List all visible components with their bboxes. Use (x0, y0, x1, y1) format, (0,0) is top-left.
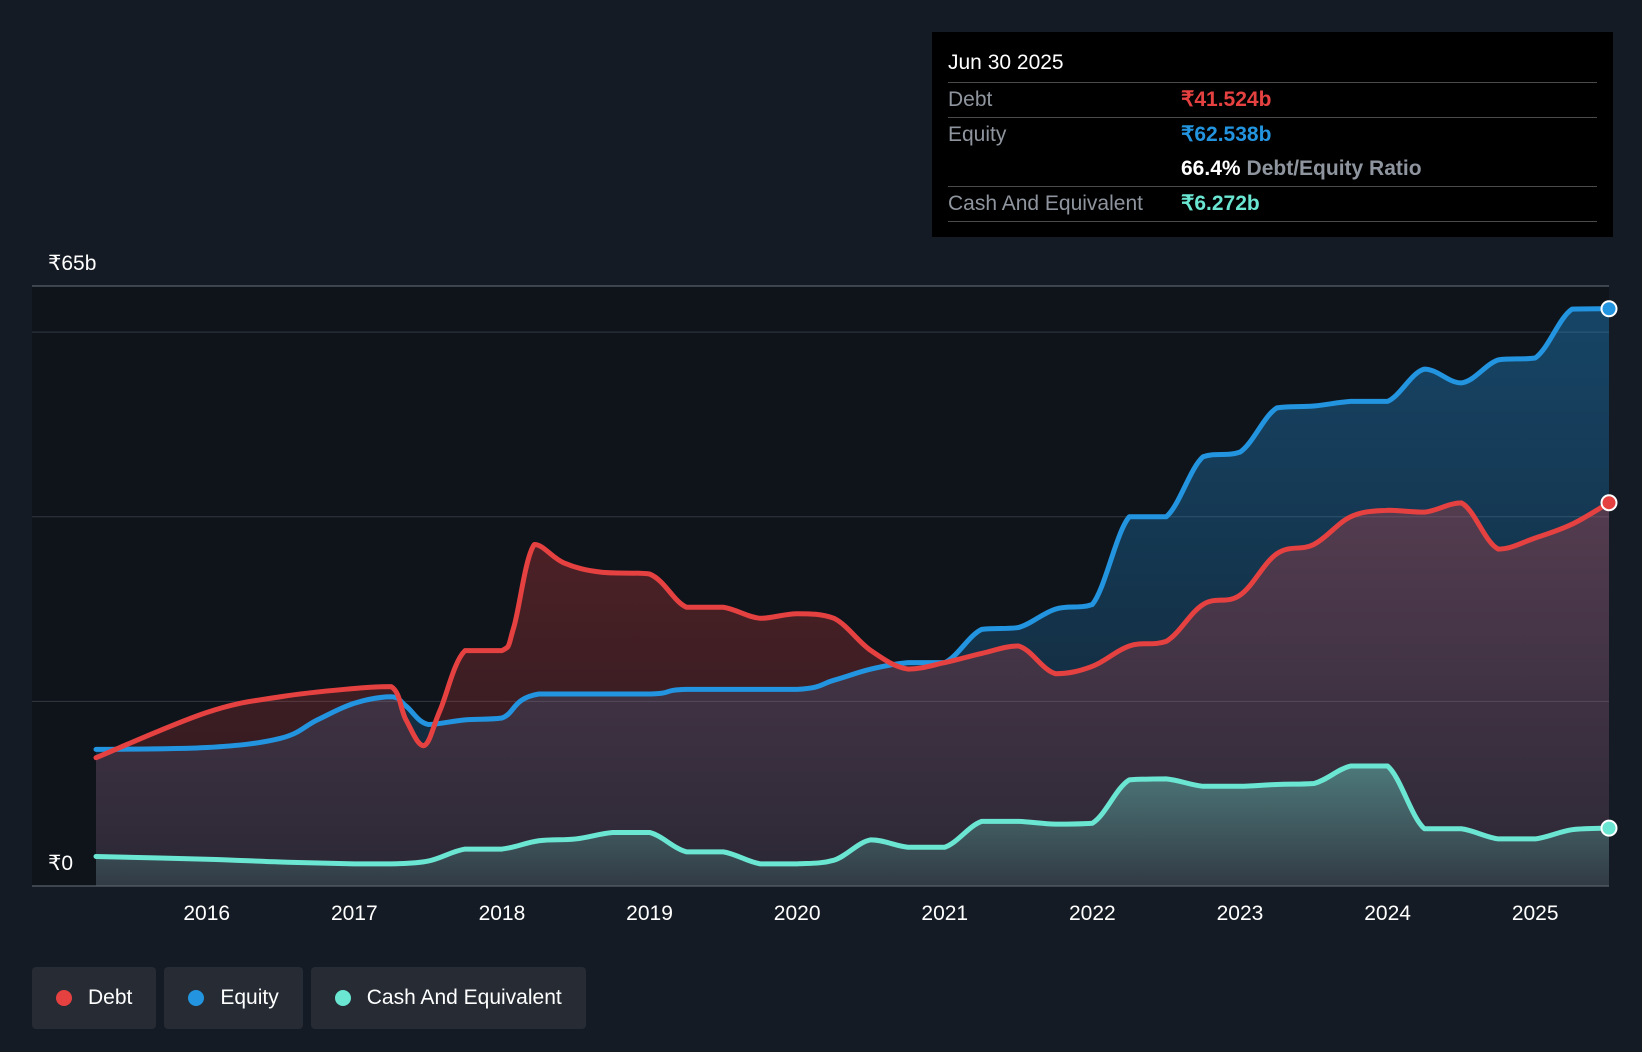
equity-end-marker (1600, 300, 1618, 318)
cash-dot-icon (334, 990, 351, 1006)
tooltip-date: Jun 30 2025 (948, 32, 1597, 83)
x-tick-label: 2023 (1217, 902, 1264, 925)
tooltip-row-debt: Debt ₹41.524b (948, 83, 1597, 118)
cash-area (96, 766, 1609, 886)
x-tick-label: 2019 (626, 902, 673, 925)
debt-end-marker (1600, 494, 1618, 512)
x-tick-label: 2025 (1512, 902, 1559, 925)
legend-label-equity: Equity (220, 986, 279, 1009)
debt-dot-icon (56, 990, 72, 1006)
x-tick-label: 2020 (774, 902, 821, 925)
cash-end-marker (1600, 819, 1618, 837)
tooltip-equity-value: ₹62.538b (1181, 123, 1272, 146)
tooltip-row-equity: Equity ₹62.538b (948, 118, 1597, 152)
x-tick-label: 2018 (479, 902, 526, 925)
tooltip-debt-value: ₹41.524b (1181, 88, 1272, 111)
tooltip: Jun 30 2025 Debt ₹41.524b Equity ₹62.538… (932, 32, 1613, 237)
x-tick-label: 2022 (1069, 902, 1116, 925)
legend-label-debt: Debt (88, 986, 133, 1009)
debt-line (93, 500, 1612, 761)
tooltip-row-ratio: 66.4% Debt/Equity Ratio (948, 152, 1597, 187)
tooltip-cash-label: Cash And Equivalent (948, 192, 1143, 215)
cash-line (93, 763, 1612, 867)
legend-label-cash: Cash And Equivalent (366, 986, 562, 1009)
tooltip-debt-label: Debt (948, 88, 993, 111)
x-tick-label: 2021 (921, 902, 968, 925)
tooltip-cash-value: ₹6.272b (1181, 192, 1260, 215)
tooltip-ratio-spacer (948, 152, 1181, 186)
legend-item-equity[interactable]: Equity (164, 967, 303, 1029)
tooltip-equity-label: Equity (948, 123, 1007, 146)
tooltip-row-cash: Cash And Equivalent ₹6.272b (948, 187, 1597, 222)
equity-dot-icon (188, 990, 205, 1006)
x-tick-label: 2024 (1364, 902, 1411, 925)
tooltip-ratio-label: Debt/Equity Ratio (1246, 157, 1422, 180)
x-tick-label: 2017 (331, 902, 378, 925)
legend-item-debt[interactable]: Debt (32, 967, 157, 1029)
legend-item-cash[interactable]: Cash And Equivalent (310, 967, 586, 1029)
y-axis-label-max: ₹65b (48, 252, 96, 275)
tooltip-ratio-value: 66.4% (1181, 157, 1241, 180)
y-axis-label-min: ₹0 (48, 852, 73, 875)
legend: Debt Equity Cash And Equivalent (32, 967, 586, 1029)
x-tick-label: 2016 (183, 902, 230, 925)
